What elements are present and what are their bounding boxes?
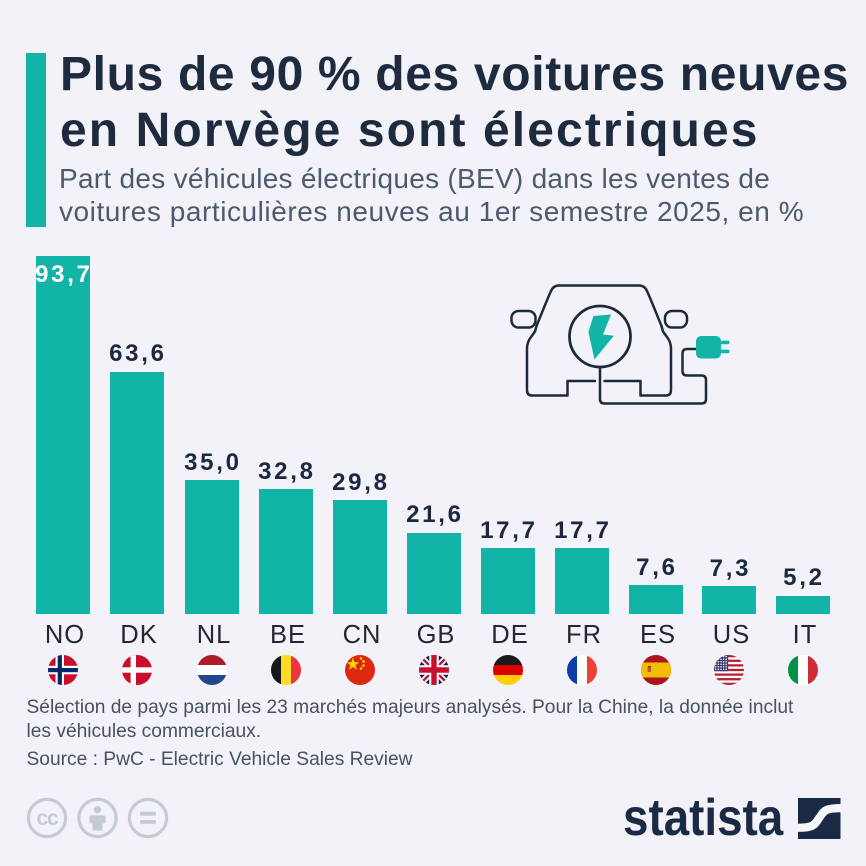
svg-text:cc: cc	[37, 807, 59, 830]
